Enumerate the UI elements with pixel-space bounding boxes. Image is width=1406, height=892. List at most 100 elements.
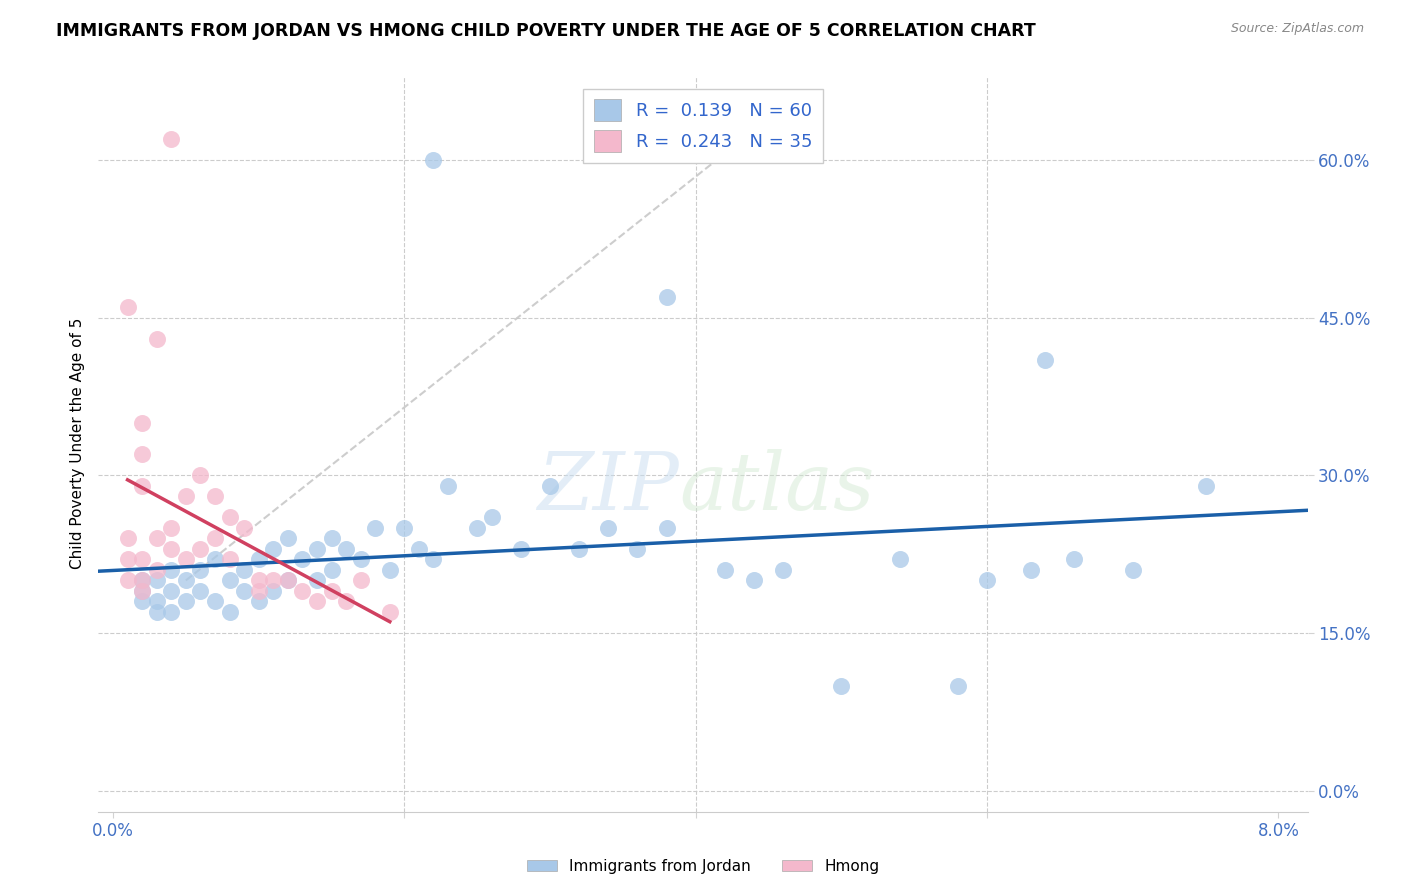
- Point: [131, 584, 153, 599]
- Point: [714, 563, 737, 577]
- Point: [1122, 563, 1144, 577]
- Point: [145, 574, 167, 588]
- Point: [889, 552, 911, 566]
- Point: [655, 521, 678, 535]
- Point: [481, 510, 503, 524]
- Point: [378, 563, 401, 577]
- Point: [131, 416, 153, 430]
- Point: [218, 574, 240, 588]
- Point: [247, 584, 270, 599]
- Point: [277, 532, 299, 546]
- Point: [772, 563, 794, 577]
- Point: [218, 510, 240, 524]
- Point: [131, 574, 153, 588]
- Text: atlas: atlas: [679, 450, 875, 526]
- Point: [160, 132, 183, 146]
- Point: [305, 594, 328, 608]
- Point: [174, 552, 197, 566]
- Point: [305, 541, 328, 556]
- Point: [204, 489, 226, 503]
- Point: [262, 584, 284, 599]
- Point: [204, 552, 226, 566]
- Point: [204, 532, 226, 546]
- Point: [291, 552, 314, 566]
- Text: IMMIGRANTS FROM JORDAN VS HMONG CHILD POVERTY UNDER THE AGE OF 5 CORRELATION CHA: IMMIGRANTS FROM JORDAN VS HMONG CHILD PO…: [56, 22, 1036, 40]
- Point: [247, 574, 270, 588]
- Point: [291, 584, 314, 599]
- Point: [145, 563, 167, 577]
- Point: [145, 532, 167, 546]
- Point: [335, 541, 357, 556]
- Point: [117, 300, 139, 314]
- Point: [117, 574, 139, 588]
- Point: [131, 584, 153, 599]
- Point: [160, 563, 183, 577]
- Point: [321, 563, 343, 577]
- Point: [218, 552, 240, 566]
- Point: [145, 594, 167, 608]
- Point: [364, 521, 387, 535]
- Point: [262, 574, 284, 588]
- Point: [117, 552, 139, 566]
- Point: [321, 532, 343, 546]
- Point: [190, 584, 212, 599]
- Point: [160, 605, 183, 619]
- Point: [247, 594, 270, 608]
- Point: [145, 332, 167, 346]
- Text: Source: ZipAtlas.com: Source: ZipAtlas.com: [1230, 22, 1364, 36]
- Point: [378, 605, 401, 619]
- Point: [422, 153, 444, 167]
- Point: [830, 679, 852, 693]
- Text: ZIP: ZIP: [537, 450, 679, 526]
- Point: [247, 552, 270, 566]
- Point: [976, 574, 998, 588]
- Point: [1194, 479, 1216, 493]
- Point: [190, 541, 212, 556]
- Legend: R =  0.139   N = 60, R =  0.243   N = 35: R = 0.139 N = 60, R = 0.243 N = 35: [583, 88, 823, 163]
- Point: [233, 563, 256, 577]
- Point: [190, 563, 212, 577]
- Point: [598, 521, 620, 535]
- Point: [350, 552, 373, 566]
- Point: [190, 468, 212, 483]
- Point: [1033, 352, 1056, 367]
- Point: [160, 541, 183, 556]
- Point: [335, 594, 357, 608]
- Point: [174, 489, 197, 503]
- Point: [350, 574, 373, 588]
- Point: [655, 290, 678, 304]
- Point: [218, 605, 240, 619]
- Y-axis label: Child Poverty Under the Age of 5: Child Poverty Under the Age of 5: [69, 318, 84, 569]
- Point: [626, 541, 648, 556]
- Point: [174, 594, 197, 608]
- Point: [305, 574, 328, 588]
- Point: [568, 541, 591, 556]
- Point: [160, 584, 183, 599]
- Point: [262, 541, 284, 556]
- Point: [277, 574, 299, 588]
- Point: [131, 447, 153, 461]
- Point: [233, 521, 256, 535]
- Point: [394, 521, 416, 535]
- Point: [465, 521, 488, 535]
- Point: [160, 521, 183, 535]
- Point: [131, 574, 153, 588]
- Point: [538, 479, 561, 493]
- Point: [946, 679, 969, 693]
- Point: [321, 584, 343, 599]
- Point: [509, 541, 531, 556]
- Point: [408, 541, 430, 556]
- Point: [131, 479, 153, 493]
- Point: [1019, 563, 1042, 577]
- Point: [174, 574, 197, 588]
- Point: [131, 552, 153, 566]
- Point: [233, 584, 256, 599]
- Point: [422, 552, 444, 566]
- Point: [1063, 552, 1085, 566]
- Point: [131, 594, 153, 608]
- Point: [145, 605, 167, 619]
- Point: [277, 574, 299, 588]
- Point: [204, 594, 226, 608]
- Legend: Immigrants from Jordan, Hmong: Immigrants from Jordan, Hmong: [520, 853, 886, 880]
- Point: [437, 479, 460, 493]
